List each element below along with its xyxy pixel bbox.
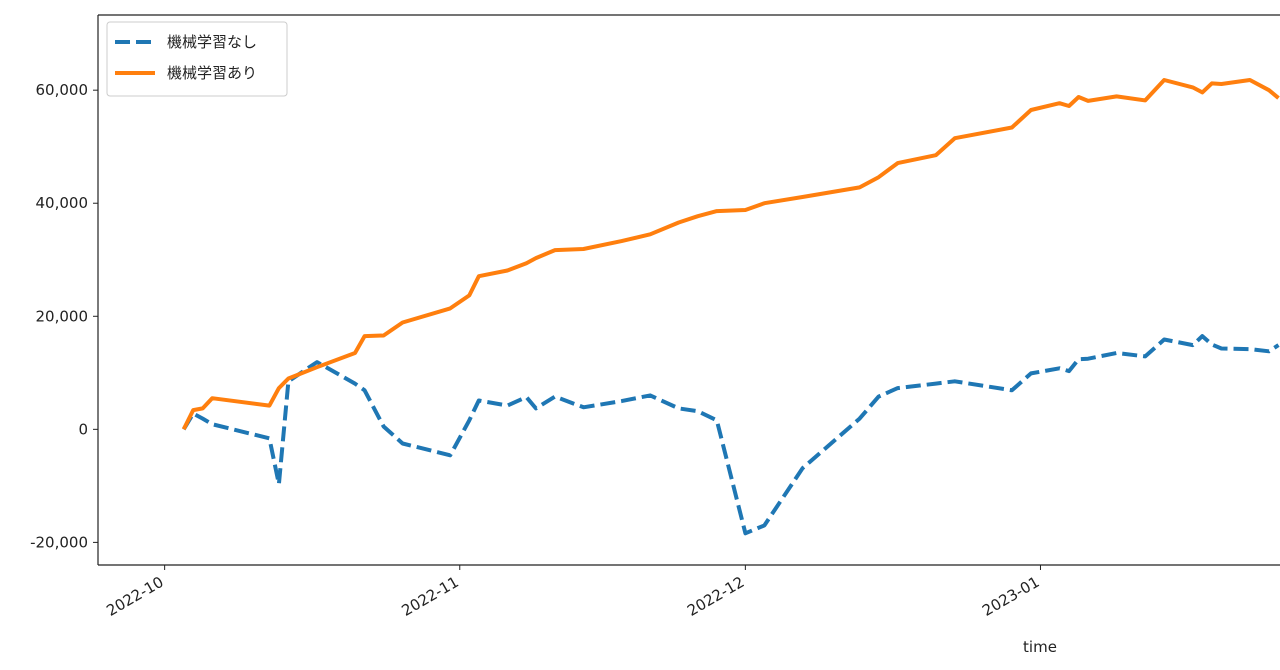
series-line (181, 78, 1280, 431)
x-axis-label: time (1023, 638, 1057, 656)
x-tick-label: 2022-12 (684, 573, 747, 620)
y-tick-label: 0 (78, 420, 88, 438)
series-line (181, 334, 1280, 536)
x-tick-label: 2023-01 (979, 573, 1042, 620)
legend-label: 機械学習あり (167, 64, 257, 82)
x-tick-label: 2022-11 (398, 573, 461, 620)
legend-box (106, 21, 288, 97)
y-tick-label: 40,000 (36, 194, 89, 212)
y-tick-label: 20,000 (36, 307, 89, 325)
legend-label: 機械学習なし (167, 33, 257, 51)
x-tick-label: 2022-10 (103, 573, 166, 620)
y-tick-label: 60,000 (36, 81, 89, 99)
y-tick-label: -20,000 (30, 533, 88, 551)
